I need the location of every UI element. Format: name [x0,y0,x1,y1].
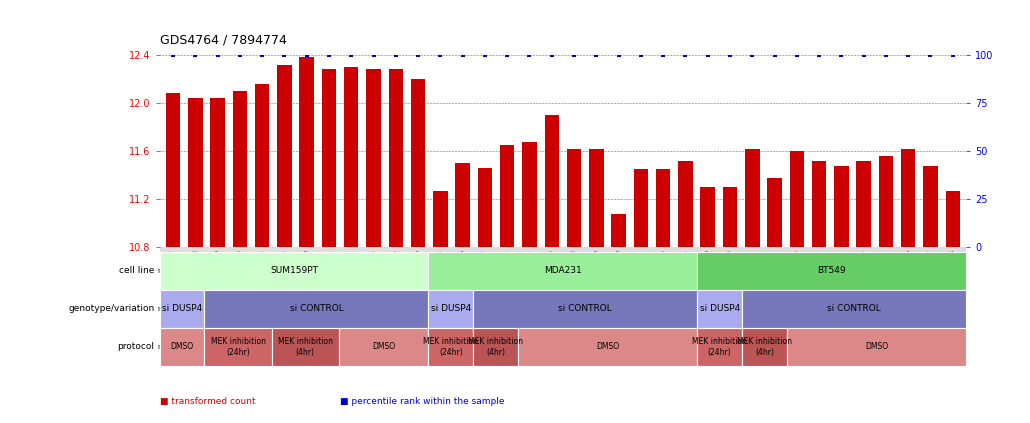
Bar [700,187,715,247]
Bar [478,168,492,247]
Text: si CONTROL: si CONTROL [289,304,343,313]
Bar [500,145,514,247]
Bar [612,214,626,247]
Bar [300,58,314,247]
Text: genotype/variation: genotype/variation [68,304,154,313]
Bar [277,65,291,247]
Text: DMSO: DMSO [865,342,888,352]
Text: DMSO: DMSO [596,342,619,352]
Text: si DUSP4: si DUSP4 [431,304,471,313]
Text: DMSO: DMSO [171,342,194,352]
Bar [812,161,826,247]
Bar [633,169,648,247]
Bar [210,98,225,247]
Bar [321,69,336,247]
Bar [233,91,247,247]
Bar [566,149,581,247]
Bar [856,161,871,247]
Bar [656,169,671,247]
Bar [879,156,893,247]
Text: si CONTROL: si CONTROL [827,304,881,313]
Bar [790,151,804,247]
Bar [411,79,425,247]
Text: ■ transformed count: ■ transformed count [160,397,255,406]
Bar [901,149,916,247]
Bar [946,191,960,247]
Bar [522,142,537,247]
Bar [745,149,759,247]
Bar [923,166,937,247]
Text: MEK inhibition
(24hr): MEK inhibition (24hr) [210,337,266,357]
Text: GDS4764 / 7894774: GDS4764 / 7894774 [160,33,286,47]
Text: MEK inhibition
(4hr): MEK inhibition (4hr) [737,337,792,357]
Text: protocol: protocol [117,342,154,352]
Bar [388,69,403,247]
Text: BT549: BT549 [818,266,846,275]
Text: MEK inhibition
(4hr): MEK inhibition (4hr) [469,337,523,357]
Bar [434,191,448,247]
Bar [589,149,604,247]
Bar [767,178,782,247]
Text: MEK inhibition
(4hr): MEK inhibition (4hr) [278,337,333,357]
Bar [254,84,270,247]
Bar [367,69,381,247]
Text: SUM159PT: SUM159PT [270,266,318,275]
Bar [166,93,180,247]
Bar [678,161,692,247]
Bar [834,166,849,247]
Bar [723,187,737,247]
Text: MDA231: MDA231 [544,266,582,275]
Text: si DUSP4: si DUSP4 [699,304,740,313]
Text: MEK inhibition
(24hr): MEK inhibition (24hr) [692,337,747,357]
Bar [344,67,358,247]
Text: DMSO: DMSO [372,342,396,352]
Text: MEK inhibition
(24hr): MEK inhibition (24hr) [423,337,478,357]
Text: ■ percentile rank within the sample: ■ percentile rank within the sample [340,397,505,406]
Bar [188,98,203,247]
Text: si DUSP4: si DUSP4 [162,304,202,313]
Bar [455,163,470,247]
Text: cell line: cell line [119,266,154,275]
Text: si CONTROL: si CONTROL [558,304,612,313]
Bar [545,115,559,247]
